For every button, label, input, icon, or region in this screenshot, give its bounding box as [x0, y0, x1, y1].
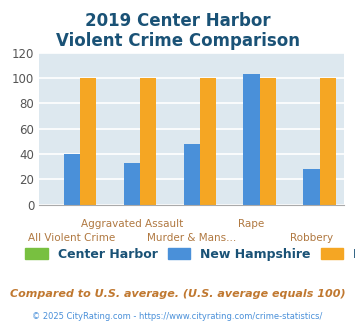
Bar [124, 163, 140, 205]
Text: Compared to U.S. average. (U.S. average equals 100): Compared to U.S. average. (U.S. average … [10, 289, 345, 299]
Bar [260, 78, 276, 205]
Bar [303, 169, 320, 205]
Text: Murder & Mans...: Murder & Mans... [147, 233, 236, 243]
Bar [244, 74, 260, 205]
Text: 2019 Center Harbor: 2019 Center Harbor [85, 13, 270, 30]
Text: Robbery: Robbery [290, 233, 333, 243]
Bar [184, 144, 200, 205]
Text: All Violent Crime: All Violent Crime [28, 233, 116, 243]
Text: Rape: Rape [239, 219, 265, 229]
Bar [80, 78, 96, 205]
Text: Aggravated Assault: Aggravated Assault [81, 219, 183, 229]
Bar [200, 78, 216, 205]
Bar [320, 78, 336, 205]
Text: © 2025 CityRating.com - https://www.cityrating.com/crime-statistics/: © 2025 CityRating.com - https://www.city… [32, 312, 323, 321]
Bar [64, 154, 80, 205]
Legend: Center Harbor, New Hampshire, National: Center Harbor, New Hampshire, National [20, 243, 355, 266]
Bar [140, 78, 156, 205]
Text: Violent Crime Comparison: Violent Crime Comparison [55, 32, 300, 50]
